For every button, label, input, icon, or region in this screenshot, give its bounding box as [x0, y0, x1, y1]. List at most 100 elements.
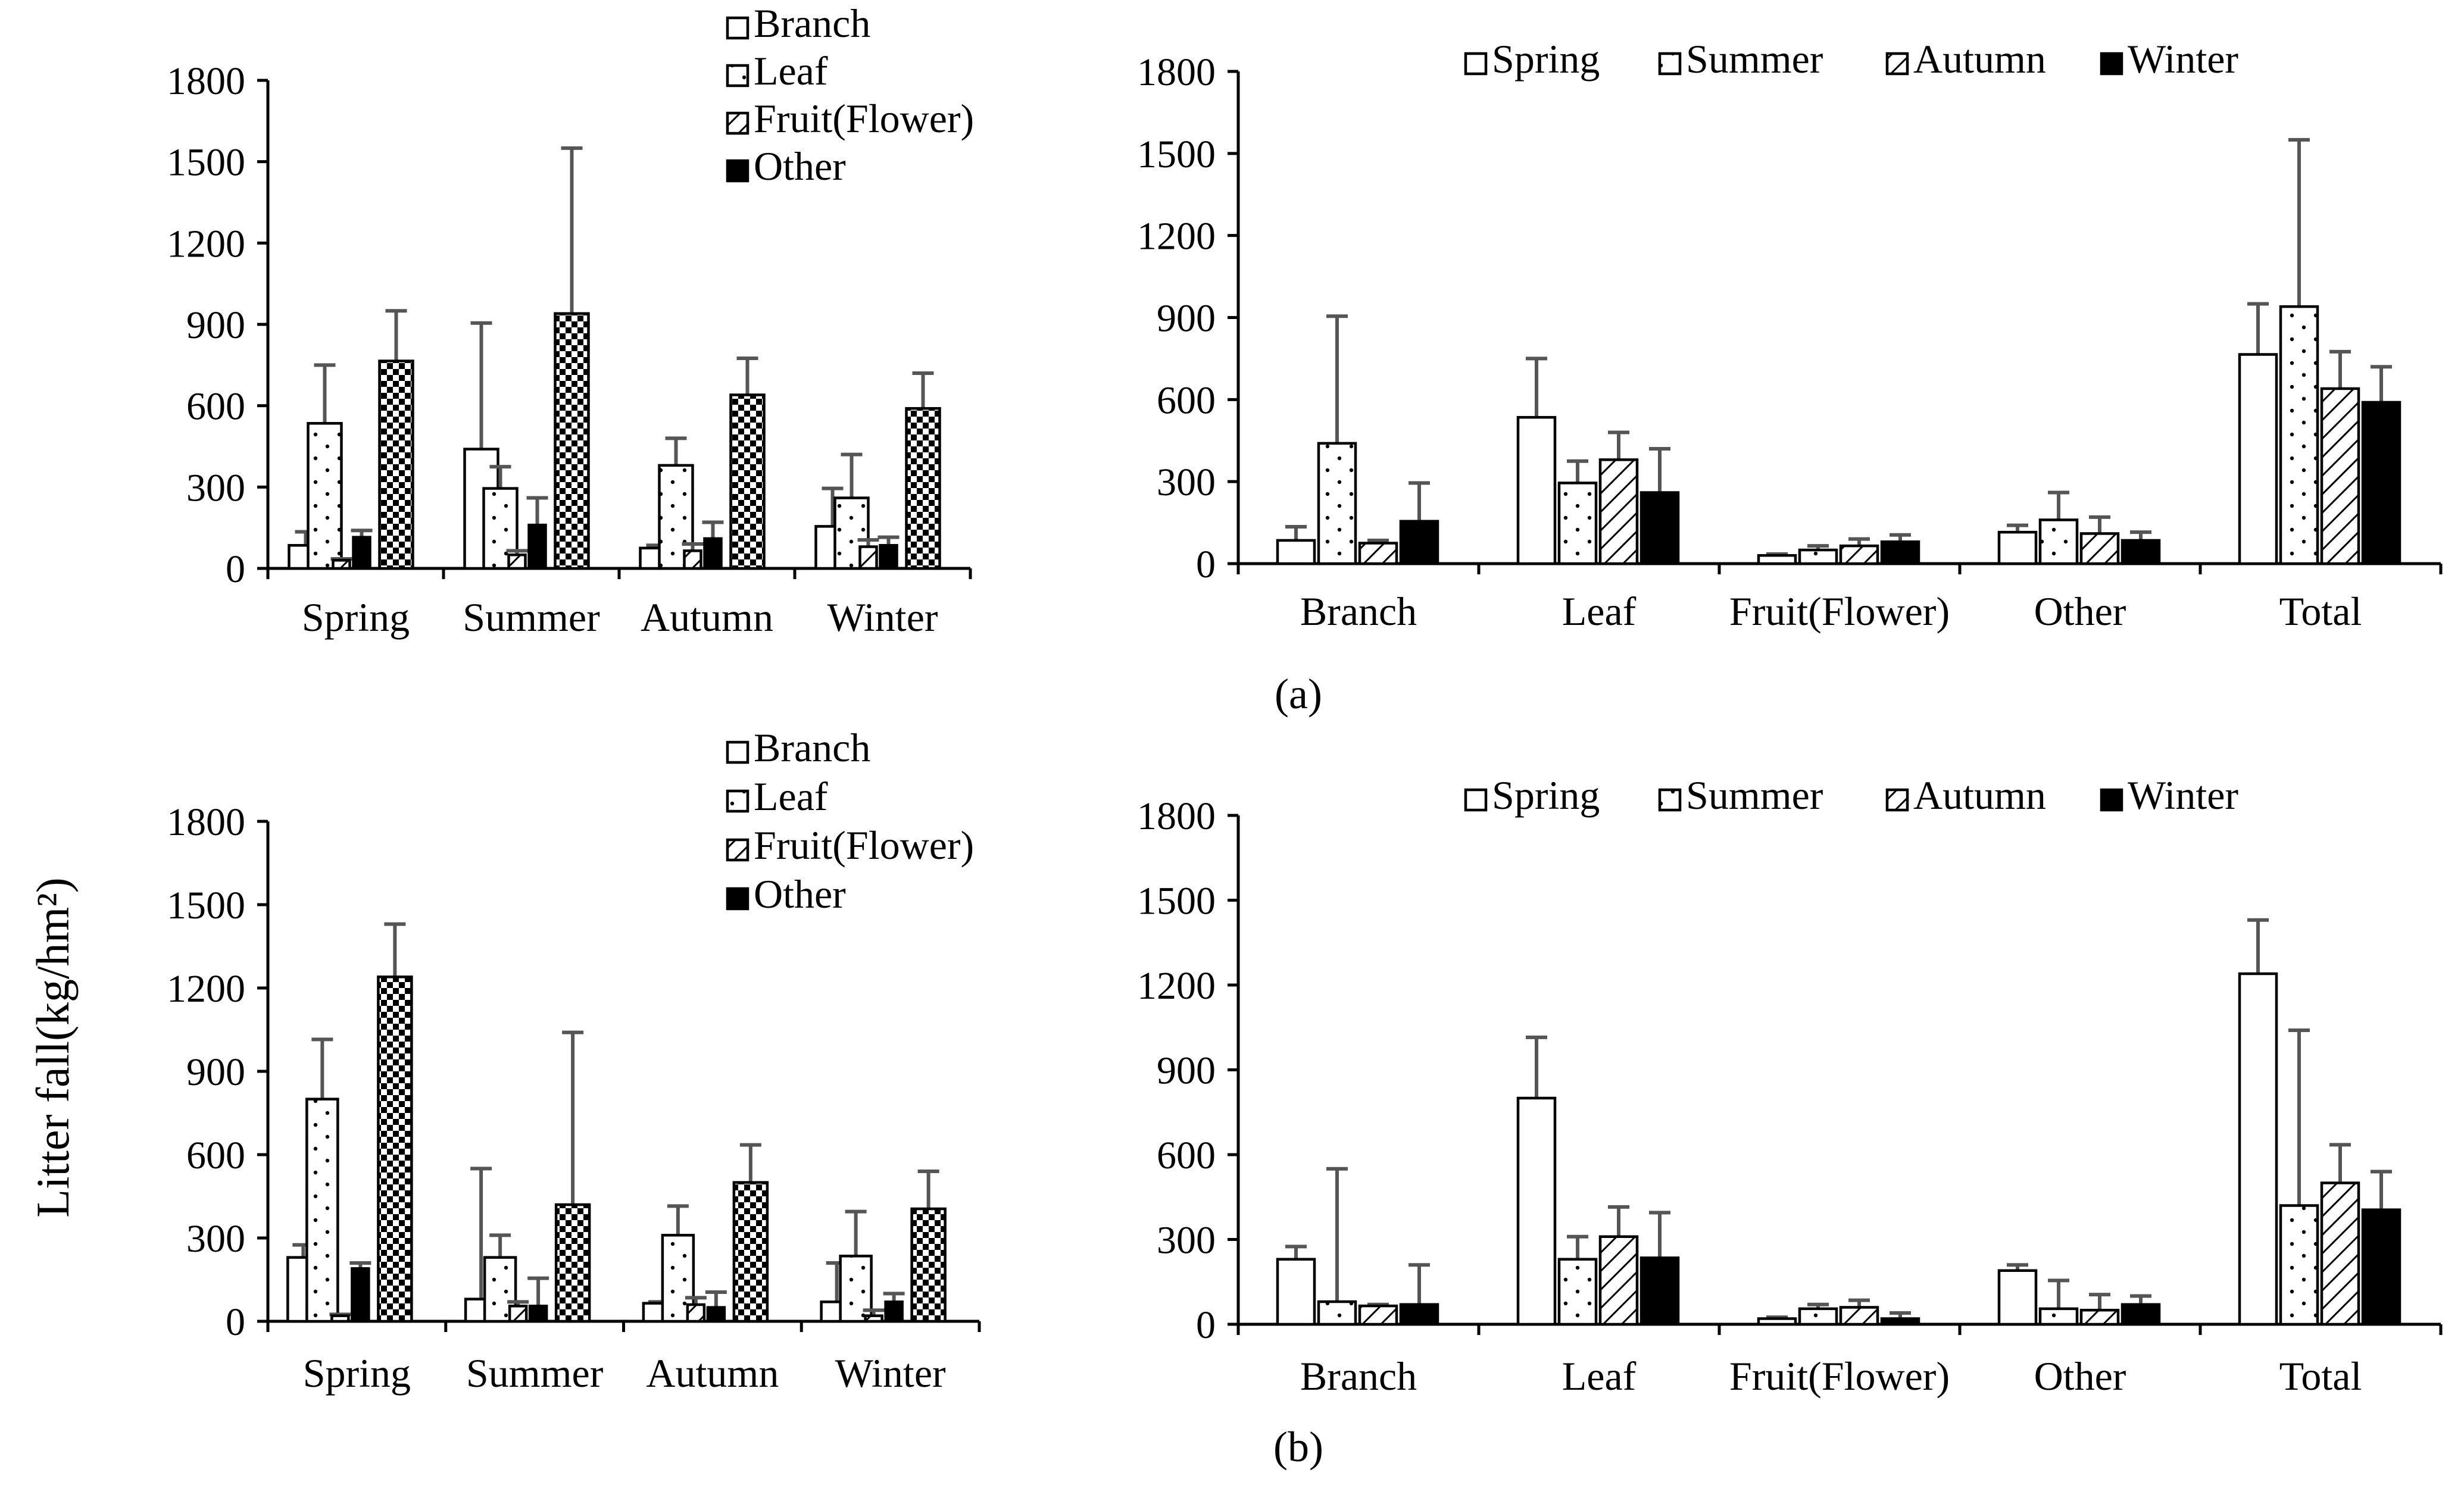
- y-tick-label: 900: [186, 304, 245, 347]
- x-tick-label-leaf: Leaf: [1562, 1353, 1637, 1399]
- bar-spring-leaf: [1516, 1096, 1557, 1326]
- bar-winter-other: [2121, 539, 2161, 565]
- bar-spring-fruit-flower: [1757, 554, 1797, 565]
- y-tick-label: 0: [226, 548, 245, 591]
- bar-fruit-flower-summer: [507, 553, 527, 570]
- bar-winter-branch: [1399, 1303, 1439, 1326]
- x-tick-label-spring: Spring: [303, 1350, 411, 1396]
- bar-other-autumn: [706, 1306, 726, 1323]
- bar-spring-other: [1997, 1269, 2038, 1326]
- legend-swatch-autumn: [1885, 52, 1909, 76]
- y-tick-label: 300: [1157, 1219, 1216, 1262]
- legend-swatch-summer: [1658, 788, 1682, 812]
- bar-autumn-leaf: [1598, 458, 1639, 565]
- x-tick-label-other: Other: [2034, 589, 2126, 634]
- legend-label-fruit-flower: Fruit(Flower): [754, 96, 974, 141]
- legend-label-leaf: Leaf: [754, 774, 828, 819]
- y-tick-label: 600: [1157, 1134, 1216, 1177]
- legend-label-spring: Spring: [1492, 36, 1600, 82]
- bar-summer-branch: [1317, 442, 1357, 565]
- bar-winter-fruit-flower: [1880, 540, 1920, 565]
- y-tick-label: 300: [186, 466, 245, 509]
- y-tick-label: 300: [1157, 461, 1216, 504]
- legend-swatch-branch: [726, 740, 749, 764]
- bar-spring-branch: [1276, 539, 1316, 565]
- bar-summer-fruit-flower: [1798, 1307, 1838, 1326]
- chart-b-left: 0 300 600 900 1200 1500 1800 Spring Summer Autumn…: [167, 725, 981, 1396]
- legend-label-winter: Winter: [2128, 773, 2238, 818]
- bar-other-winter: [879, 544, 898, 570]
- bar-leaf-spring: [305, 1098, 339, 1323]
- legend-swatch-fruit-flower: [726, 111, 749, 135]
- legend-label-leaf: Leaf: [754, 48, 828, 93]
- y-tick-label: 1200: [1137, 215, 1216, 258]
- bar-spring-leaf: [1516, 415, 1557, 565]
- bar-total-summer: [554, 312, 590, 570]
- bar-other-spring: [351, 1267, 370, 1323]
- bar-total-summer: [554, 1203, 591, 1323]
- legend-swatch-winter: [2100, 52, 2123, 76]
- y-tick-label: 1800: [1137, 795, 1216, 838]
- bar-other-summer: [527, 523, 547, 570]
- y-tick-label: 1500: [1137, 133, 1216, 176]
- x-tick-label-winter: Winter: [835, 1350, 946, 1396]
- bar-autumn-branch: [1358, 1304, 1398, 1326]
- bar-winter-leaf: [1639, 1256, 1680, 1326]
- x-tick-label-summer: Summer: [466, 1350, 604, 1396]
- y-tick-label: 1500: [167, 141, 245, 185]
- bar-fruit-flower-winter: [864, 1314, 883, 1323]
- bar-summer-other: [2038, 518, 2079, 565]
- bar-total-winter: [905, 407, 941, 570]
- bar-leaf-spring: [307, 422, 343, 570]
- x-tick-label-other: Other: [2034, 1353, 2126, 1399]
- legend-label-autumn: Autumn: [1913, 773, 2046, 818]
- bar-summer-leaf: [1557, 1258, 1598, 1326]
- bar-total-winter: [910, 1207, 947, 1323]
- legend-label-summer: Summer: [1686, 36, 1823, 82]
- y-tick-label: 600: [186, 385, 245, 429]
- y-tick-label: 0: [1196, 543, 1216, 586]
- y-tick-label: 1500: [1137, 880, 1216, 923]
- bar-fruit-flower-autumn: [683, 549, 702, 570]
- y-tick-label: 0: [1196, 1303, 1216, 1347]
- bar-autumn-total: [2320, 387, 2360, 565]
- bar-winter-fruit-flower: [1880, 1317, 1920, 1326]
- x-tick-label-branch: Branch: [1300, 1353, 1417, 1399]
- bar-winter-leaf: [1639, 491, 1680, 565]
- y-tick-label: 600: [186, 1134, 245, 1177]
- bar-winter-branch: [1399, 520, 1439, 565]
- x-tick-label-branch: Branch: [1300, 589, 1417, 634]
- y-tick-label: 1800: [167, 801, 245, 844]
- x-tick-label-summer: Summer: [463, 595, 600, 640]
- x-tick-label-spring: Spring: [302, 595, 410, 640]
- bar-fruit-flower-winter: [858, 545, 878, 570]
- bar-leaf-autumn: [661, 1234, 695, 1323]
- bar-fruit-flower-spring: [330, 1314, 350, 1323]
- legend-swatch-leaf: [726, 64, 749, 87]
- y-tick-label: 1800: [167, 60, 245, 103]
- x-tick-label-leaf: Leaf: [1562, 589, 1637, 634]
- y-tick-label: 1200: [167, 222, 245, 265]
- y-tick-label: 1200: [1137, 964, 1216, 1008]
- legend-label-fruit-flower: Fruit(Flower): [754, 823, 974, 868]
- bar-fruit-flower-autumn: [686, 1303, 706, 1323]
- y-tick-label: 0: [226, 1300, 245, 1344]
- y-tick-label: 600: [1157, 379, 1216, 422]
- legend-swatch-spring: [1464, 52, 1488, 76]
- bar-fruit-flower-spring: [332, 559, 351, 570]
- y-tick-label: 1500: [167, 884, 245, 927]
- bar-total-spring: [378, 359, 414, 570]
- x-tick-label-winter: Winter: [827, 595, 938, 640]
- panel-label-b: (b): [1273, 1423, 1323, 1471]
- legend-swatch-spring: [1464, 788, 1488, 812]
- bar-autumn-other: [2079, 532, 2120, 565]
- legend-swatch-winter: [2100, 788, 2123, 812]
- bar-winter-other: [2121, 1303, 2161, 1326]
- y-tick-label: 900: [1157, 1049, 1216, 1093]
- bar-spring-other: [1997, 530, 2038, 565]
- x-tick-label-fruit-flower: Fruit(Flower): [1729, 589, 1950, 634]
- bar-summer-other: [2038, 1307, 2079, 1326]
- bar-autumn-branch: [1358, 542, 1398, 565]
- bar-other-autumn: [703, 537, 723, 570]
